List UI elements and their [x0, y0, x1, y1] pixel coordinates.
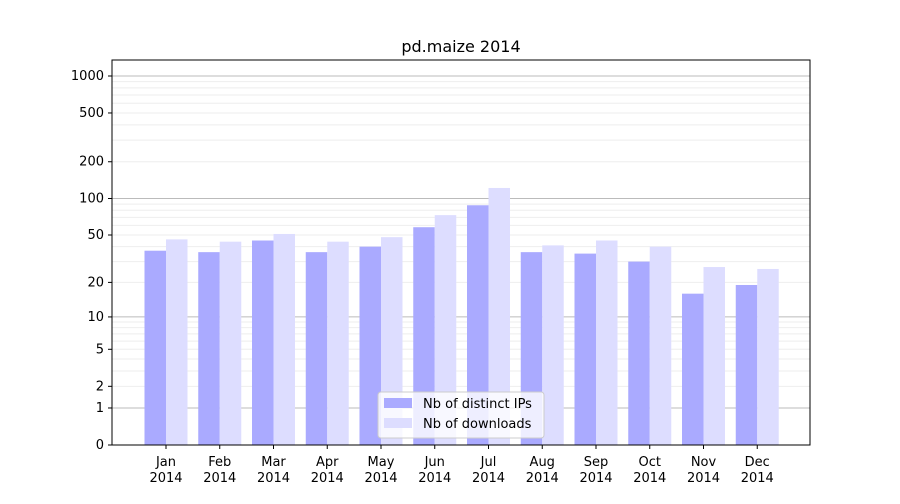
plot-frame [111, 59, 811, 446]
x-tick-label: Feb 2014 [203, 455, 236, 486]
legend-label: Nb of downloads [423, 417, 532, 432]
bar-downloads [542, 245, 564, 445]
bar-downloads [649, 246, 672, 445]
legend-label: Nb of distinct IPs [423, 397, 532, 412]
bar-distinct-ips [198, 252, 220, 445]
x-tick-label: Nov 2014 [687, 455, 720, 486]
bar-downloads [434, 215, 457, 445]
x-tick-label: May 2014 [364, 455, 397, 486]
bar-distinct-ips [467, 205, 489, 445]
y-tick-label: 500 [79, 106, 104, 121]
x-tick-label: Aug 2014 [526, 455, 559, 486]
bar-distinct-ips [252, 240, 274, 445]
chart-title: pd.maize 2014 [401, 37, 520, 56]
bar-distinct-ips [359, 246, 381, 445]
y-tick-label: 20 [87, 275, 104, 290]
y-tick-label: 100 [79, 192, 104, 207]
bar-distinct-ips [574, 253, 596, 445]
y-tick-label: 5 [96, 342, 104, 357]
x-tick-label: Dec 2014 [741, 455, 774, 486]
x-tick-label: Jul 2014 [472, 455, 505, 486]
legend: Nb of distinct IPs Nb of downloads [377, 391, 545, 439]
bar-downloads [596, 240, 618, 445]
y-tick-label: 2 [96, 379, 104, 394]
y-tick-label: 200 [79, 155, 104, 170]
bar-distinct-ips [682, 293, 704, 445]
bar-downloads [273, 233, 295, 445]
bar-distinct-ips [305, 252, 328, 445]
bar-downloads [327, 241, 349, 445]
x-tick-label: Sep 2014 [579, 455, 612, 486]
x-tick-label: Apr 2014 [311, 455, 344, 486]
x-tick-label: Jun 2014 [418, 455, 451, 486]
x-tick-label: Jan 2014 [149, 455, 182, 486]
x-tick-label: Mar 2014 [257, 455, 290, 486]
legend-swatch [384, 398, 412, 408]
bar-downloads [757, 268, 779, 445]
x-tick-label: Oct 2014 [633, 455, 666, 486]
legend-box [377, 391, 545, 439]
bar-distinct-ips [735, 284, 758, 445]
bar-distinct-ips [413, 227, 435, 445]
bar-downloads [488, 187, 510, 445]
bar-downloads [219, 241, 242, 445]
bar-downloads [166, 239, 188, 445]
bar-downloads [703, 267, 725, 445]
y-tick-label: 0 [96, 438, 104, 453]
bar-distinct-ips [628, 261, 650, 445]
y-tick-label: 10 [87, 310, 104, 325]
y-tick-label: 50 [87, 228, 104, 243]
y-tick-label: 1000 [71, 69, 104, 84]
bar-distinct-ips [144, 250, 166, 445]
y-tick-label: 1 [96, 401, 104, 416]
legend-swatch [384, 418, 412, 428]
